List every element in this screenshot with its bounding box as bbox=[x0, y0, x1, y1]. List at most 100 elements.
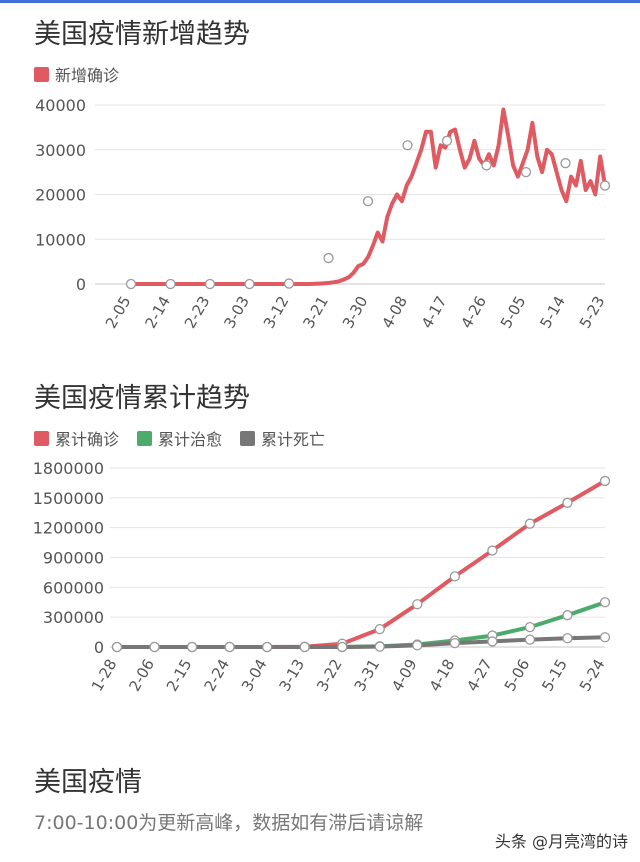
y-tick-label: 1500000 bbox=[33, 489, 104, 508]
x-tick-label: 5-15 bbox=[538, 656, 571, 694]
y-tick-label: 300000 bbox=[43, 608, 104, 627]
data-point bbox=[362, 196, 374, 207]
chart2-legend: 累计确诊 累计治愈 累计死亡 bbox=[34, 426, 343, 450]
x-tick-label: 5-14 bbox=[536, 293, 569, 331]
data-point bbox=[323, 252, 334, 264]
data-point bbox=[449, 637, 460, 649]
data-point bbox=[449, 571, 460, 582]
section-title: 美国疫情 bbox=[34, 767, 142, 798]
data-point bbox=[262, 641, 273, 653]
chart1-legend: 新增确诊 bbox=[34, 62, 137, 86]
update-notice: 7:00-10:00为更新高峰，数据如有滞后请谅解 bbox=[34, 812, 424, 834]
x-tick-label: 4-17 bbox=[418, 293, 451, 331]
y-tick-label: 0 bbox=[94, 638, 104, 657]
data-point bbox=[337, 641, 348, 653]
data-point bbox=[441, 135, 453, 146]
data-point bbox=[599, 632, 611, 643]
data-point bbox=[402, 140, 413, 151]
data-point bbox=[204, 278, 216, 290]
chart1-title: 美国疫情新增趋势 bbox=[34, 19, 250, 50]
data-point bbox=[599, 475, 611, 487]
data-point bbox=[487, 636, 498, 647]
data-point bbox=[165, 278, 176, 290]
data-point bbox=[374, 623, 385, 635]
legend-swatch bbox=[34, 430, 49, 446]
daily-new-cases-chart: 0 10000 20000 30000 40000 2-05 2-14 2-23 3-03 3-1… bbox=[35, 96, 611, 331]
source-watermark: 头条 @月亮湾的诗 bbox=[494, 832, 628, 851]
x-tick-label: 3-03 bbox=[220, 293, 253, 331]
y-tick-label: 30000 bbox=[35, 141, 86, 160]
data-point bbox=[524, 634, 536, 645]
legend-item-total-deaths[interactable]: 累计死亡 bbox=[240, 426, 325, 450]
data-point bbox=[562, 633, 573, 644]
chart2-title: 美国疫情累计趋势 bbox=[34, 383, 250, 414]
data-point bbox=[412, 640, 423, 651]
x-tick-label: 2-14 bbox=[141, 293, 174, 331]
x-tick-label: 3-13 bbox=[276, 656, 309, 694]
data-point bbox=[283, 278, 295, 289]
data-point bbox=[224, 641, 235, 653]
x-tick-label: 3-21 bbox=[299, 293, 332, 331]
x-tick-label: 2-06 bbox=[125, 656, 158, 694]
legend-item-total-confirmed[interactable]: 累计确诊 bbox=[34, 426, 119, 450]
data-point bbox=[412, 599, 423, 610]
data-point bbox=[149, 641, 160, 653]
y-tick-label: 900000 bbox=[43, 549, 104, 568]
y-tick-label: 1200000 bbox=[33, 519, 104, 538]
x-tick-label: 4-18 bbox=[426, 656, 459, 694]
x-tick-label: 5-23 bbox=[576, 293, 609, 331]
data-point bbox=[487, 545, 498, 556]
legend-label: 累计治愈 bbox=[158, 430, 223, 449]
x-tick-label: 4-08 bbox=[378, 293, 411, 331]
legend-swatch bbox=[137, 430, 153, 446]
legend-label: 累计死亡 bbox=[261, 430, 326, 449]
data-point bbox=[111, 641, 123, 653]
x-tick-label: 4-26 bbox=[457, 293, 490, 331]
y-tick-label: 40000 bbox=[35, 96, 86, 115]
legend-label: 累计确诊 bbox=[55, 430, 120, 449]
x-tick-label: 2-23 bbox=[181, 293, 214, 331]
series-line bbox=[115, 635, 607, 649]
data-point bbox=[520, 166, 532, 178]
data-point bbox=[299, 641, 310, 653]
data-point bbox=[481, 160, 492, 171]
data-point bbox=[374, 641, 385, 652]
x-tick-label: 3-30 bbox=[339, 293, 372, 331]
legend-item-total-recovered[interactable]: 累计治愈 bbox=[137, 426, 222, 450]
x-tick-label: 2-24 bbox=[200, 656, 233, 694]
x-tick-label: 2-15 bbox=[163, 656, 196, 694]
data-point bbox=[560, 158, 571, 169]
y-tick-label: 600000 bbox=[43, 578, 104, 597]
x-tick-label: 3-12 bbox=[260, 293, 293, 331]
data-point bbox=[562, 497, 573, 508]
data-point bbox=[125, 278, 137, 290]
x-tick-label: 4-27 bbox=[463, 656, 496, 694]
x-tick-label: 3-04 bbox=[238, 656, 271, 694]
legend-swatch bbox=[240, 430, 256, 446]
x-tick-label: 5-06 bbox=[501, 656, 534, 694]
x-tick-label: 2-05 bbox=[102, 293, 135, 331]
top-accent-bar bbox=[0, 0, 640, 3]
x-tick-label: 4-09 bbox=[388, 656, 421, 694]
legend-item-new-confirmed[interactable]: 新增确诊 bbox=[34, 62, 119, 86]
data-point bbox=[599, 180, 611, 191]
data-point bbox=[599, 597, 611, 608]
x-tick-label: 3-22 bbox=[313, 656, 346, 694]
x-tick-label: 3-31 bbox=[351, 656, 384, 694]
y-tick-label: 20000 bbox=[35, 186, 86, 205]
data-point bbox=[186, 641, 198, 653]
data-point bbox=[562, 610, 573, 621]
y-tick-label: 0 bbox=[76, 275, 86, 294]
x-tick-label: 5-24 bbox=[576, 656, 609, 694]
series-line bbox=[115, 478, 607, 649]
y-tick-label: 1800000 bbox=[33, 459, 104, 478]
cumulative-cases-chart: 0 300000 600000 900000 1200000 1500000 1800000… bbox=[33, 459, 611, 694]
legend-swatch bbox=[34, 66, 49, 82]
data-point bbox=[244, 278, 255, 290]
data-point bbox=[524, 518, 536, 529]
x-tick-label: 1-28 bbox=[88, 656, 121, 694]
y-tick-label: 10000 bbox=[35, 230, 86, 249]
x-tick-label: 5-05 bbox=[497, 293, 530, 331]
legend-label: 新增确诊 bbox=[55, 66, 120, 85]
data-point bbox=[524, 621, 536, 633]
